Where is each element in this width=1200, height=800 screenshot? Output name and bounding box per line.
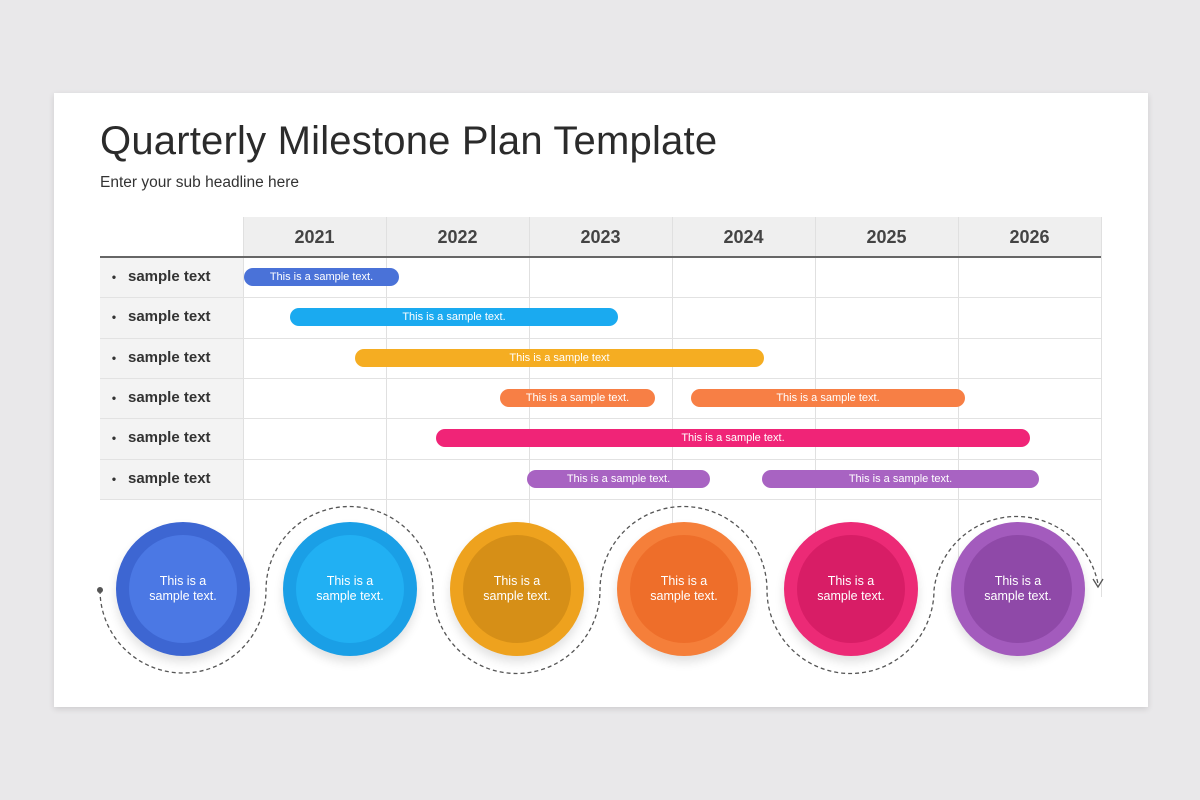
year-label: 2023 [580, 227, 621, 247]
bullet-icon: • [111, 431, 117, 446]
page-subtitle: Enter your sub headline here [100, 174, 300, 191]
milestone-bar: This is a sample text. [500, 388, 655, 407]
bullet-icon: • [111, 390, 117, 405]
year-label: 2025 [866, 227, 907, 247]
milestone-circle-text: This is a sample text. [817, 574, 885, 603]
grid-column-line [243, 217, 244, 597]
milestone-bar: This is a sample text. [436, 429, 1030, 448]
milestone-circle-inner: This is a sample text. [296, 535, 404, 643]
grid-column-line [529, 217, 530, 597]
milestone-bar: This is a sample text. [691, 388, 965, 407]
row-label-text: sample text [128, 308, 211, 326]
year-label: 2024 [723, 227, 764, 247]
grid-column-line [815, 217, 816, 597]
grid-row-line [100, 297, 1101, 299]
milestone-bar: This is a sample text [355, 348, 764, 367]
row-label-text: sample text [128, 348, 211, 366]
milestone-circle-inner: This is a sample text. [630, 535, 738, 643]
year-label: 2022 [437, 227, 478, 247]
row-label-text: sample text [128, 388, 211, 406]
milestone-circle-text: This is a sample text. [149, 574, 217, 603]
grid-row-line [100, 377, 1101, 379]
grid-column-line [958, 217, 959, 597]
grid-row-line [100, 418, 1101, 420]
milestone-circle-text: This is a sample text. [316, 574, 384, 603]
row-label: • sample text [100, 459, 243, 499]
timeline-table: 2021 2022 2023 2024 2025 2026 • sample text • sa… [100, 217, 1102, 597]
bullet-icon: • [111, 270, 117, 284]
year-label: 2021 [294, 227, 335, 247]
milestone-circle-inner: This is a sample text. [964, 535, 1072, 643]
milestone-circle: This is a sample text. [450, 522, 584, 656]
milestone-circle-text: This is a sample text. [483, 574, 551, 603]
grid-row-line [100, 337, 1101, 339]
milestone-circle: This is a sample text. [951, 522, 1085, 656]
milestone-circle: This is a sample text. [617, 522, 751, 656]
milestone-circle-inner: This is a sample text. [797, 535, 905, 643]
grid-row-line [100, 498, 1101, 500]
milestone-bar: This is a sample text. [762, 469, 1039, 488]
row-label: • sample text [100, 338, 243, 378]
milestone-bar: This is a sample text. [527, 469, 710, 488]
milestone-circle: This is a sample text. [784, 522, 918, 656]
grid-column-line [672, 217, 673, 597]
milestone-bar: This is a sample text. [244, 268, 399, 286]
grid-row-line [100, 458, 1101, 460]
row-label: • sample text [100, 378, 243, 418]
bullet-icon: • [111, 471, 117, 486]
grid-column-line [386, 217, 387, 597]
bullet-icon: • [111, 350, 117, 365]
grid-column-line [1101, 217, 1102, 597]
row-label-text: sample text [128, 429, 211, 447]
milestone-circle-text: This is a sample text. [984, 574, 1052, 603]
milestone-circle-inner: This is a sample text. [129, 535, 237, 643]
row-label-text: sample text [128, 268, 211, 285]
milestone-circle-inner: This is a sample text. [463, 535, 571, 643]
milestone-circle-text: This is a sample text. [650, 574, 718, 603]
row-label: • sample text [100, 297, 243, 337]
year-label: 2026 [1009, 227, 1050, 247]
milestone-circle: This is a sample text. [116, 522, 250, 656]
page-title: Quarterly Milestone Plan Template [100, 119, 718, 163]
header-divider [100, 256, 1101, 258]
row-label-text: sample text [128, 469, 211, 487]
row-label: • sample text [100, 257, 243, 297]
milestone-circle: This is a sample text. [283, 522, 417, 656]
milestone-bar: This is a sample text. [290, 308, 618, 327]
row-label: • sample text [100, 418, 243, 458]
bullet-icon: • [111, 310, 117, 325]
